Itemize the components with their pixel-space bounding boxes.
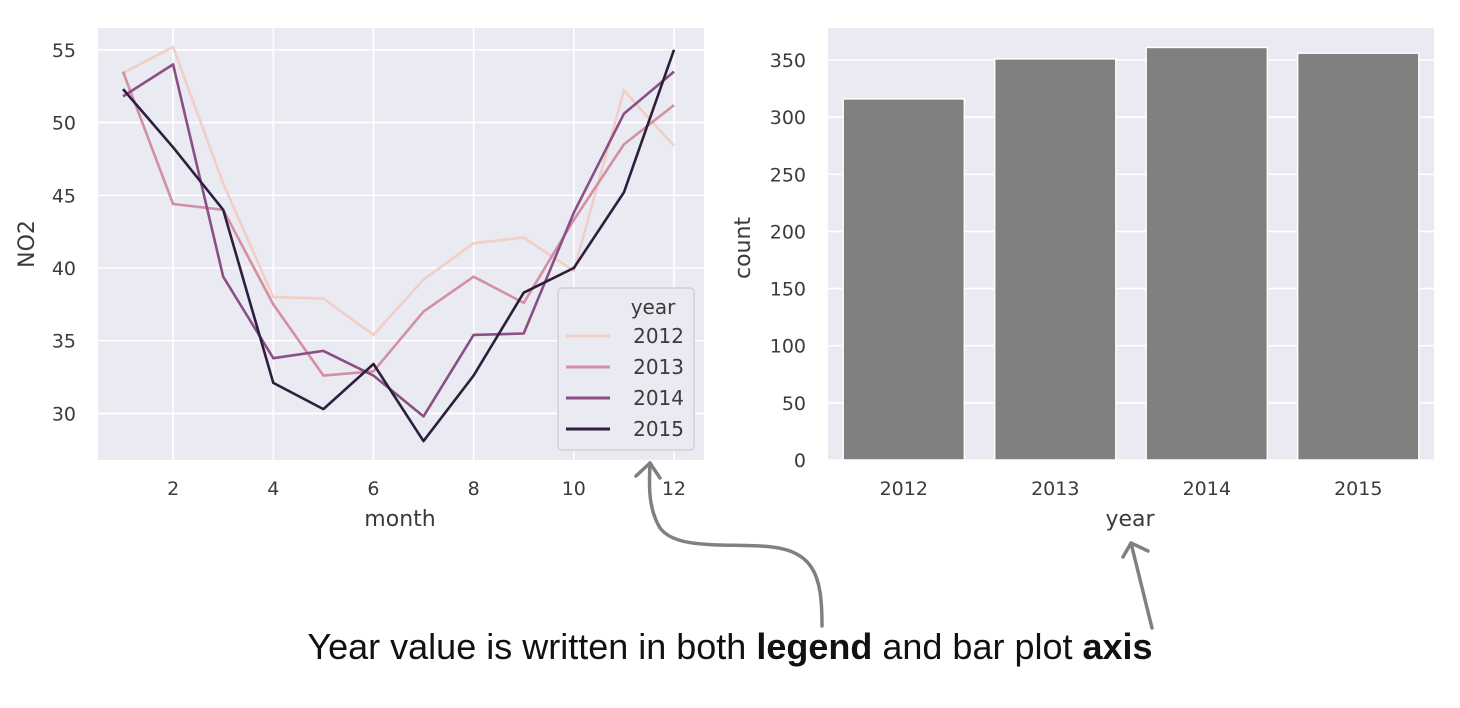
bar-chart-x-ticks: 2012 2013 2014 2015 (880, 478, 1383, 500)
line-chart: 2 4 6 8 10 12 30 35 40 45 50 55 month NO2 year 201… (15, 28, 704, 532)
line-chart-x-tick-label: 8 (468, 478, 480, 500)
arrow-to-legend-head (634, 461, 662, 480)
series-line-2013 (121, 71, 675, 377)
bar-2013 (993, 58, 1117, 461)
line-chart-gridlines (98, 28, 704, 460)
line-chart-y-label: NO2 (15, 220, 40, 268)
line-chart-x-tick-label: 2 (167, 478, 179, 500)
bar-chart-y-ticks: 0 50 100 150 200 250 300 350 (770, 50, 806, 472)
caption-axis-word: axis (1083, 626, 1153, 667)
series-line-2015 (122, 49, 676, 443)
bar-chart-y-label: count (731, 217, 756, 279)
line-chart-y-tick-label: 40 (52, 258, 76, 280)
bar-chart-x-tick-label: 2014 (1183, 478, 1231, 500)
bar-chart: 2012 2013 2014 2015 0 50 100 150 200 250 300 350 y… (731, 28, 1434, 532)
line-chart-x-tick-label: 6 (367, 478, 379, 500)
bar-2012 (842, 98, 966, 461)
annotation-arrows (634, 461, 1154, 630)
bar-2015 (1296, 52, 1420, 461)
bar-chart-x-tick-label: 2012 (880, 478, 928, 500)
legend-label-2014: 2014 (633, 386, 684, 410)
arrow-to-year-axis-head (1121, 541, 1150, 559)
legend-label-2013: 2013 (633, 355, 684, 379)
line-chart-x-ticks: 2 4 6 8 10 12 (167, 478, 686, 500)
bar-chart-y-tick-label: 250 (770, 164, 806, 186)
bar-chart-y-tick-label: 350 (770, 50, 806, 72)
legend-label-2012: 2012 (633, 324, 684, 348)
bar-chart-y-tick-label: 300 (770, 107, 806, 129)
arrow-to-legend (647, 461, 824, 628)
bar-chart-y-tick-label: 100 (770, 336, 806, 358)
line-chart-x-tick-label: 4 (267, 478, 279, 500)
legend: year 2012 2013 2014 2015 (557, 287, 695, 451)
caption-mid: and bar plot (872, 626, 1082, 667)
line-chart-y-tick-label: 50 (52, 113, 76, 135)
bar-chart-y-tick-label: 200 (770, 221, 806, 243)
legend-label-2015: 2015 (633, 417, 684, 441)
line-chart-y-tick-label: 35 (52, 331, 76, 353)
bar-chart-bars (842, 46, 1420, 461)
arrow-to-year-axis (1129, 541, 1154, 630)
bar-chart-y-tick-label: 0 (794, 450, 806, 472)
line-chart-series (121, 45, 676, 443)
bar-chart-x-label: year (1105, 507, 1155, 532)
bar-chart-x-tick-label: 2015 (1334, 478, 1382, 500)
bar-chart-y-tick-label: 50 (782, 393, 806, 415)
caption-pre: Year value is written in both (307, 626, 756, 667)
legend-title: year (631, 295, 676, 319)
bar-chart-x-tick-label: 2013 (1031, 478, 1079, 500)
line-chart-y-tick-label: 55 (52, 40, 76, 62)
legend-box (557, 287, 695, 451)
line-chart-x-tick-label: 12 (662, 478, 686, 500)
caption: Year value is written in both legend and… (307, 626, 1152, 667)
line-chart-y-tick-label: 45 (52, 185, 76, 207)
line-chart-y-tick-label: 30 (52, 403, 76, 425)
bar-chart-y-tick-label: 150 (770, 279, 806, 301)
line-chart-x-label: month (364, 507, 435, 532)
line-chart-y-ticks: 30 35 40 45 50 55 (52, 40, 76, 426)
series-line-2012 (122, 45, 675, 337)
bar-2014 (1145, 46, 1269, 461)
line-chart-x-tick-label: 10 (562, 478, 586, 500)
caption-legend-word: legend (756, 626, 872, 667)
legend-items: 2012 2013 2014 2015 (566, 324, 684, 441)
series-line-2014 (122, 63, 675, 418)
